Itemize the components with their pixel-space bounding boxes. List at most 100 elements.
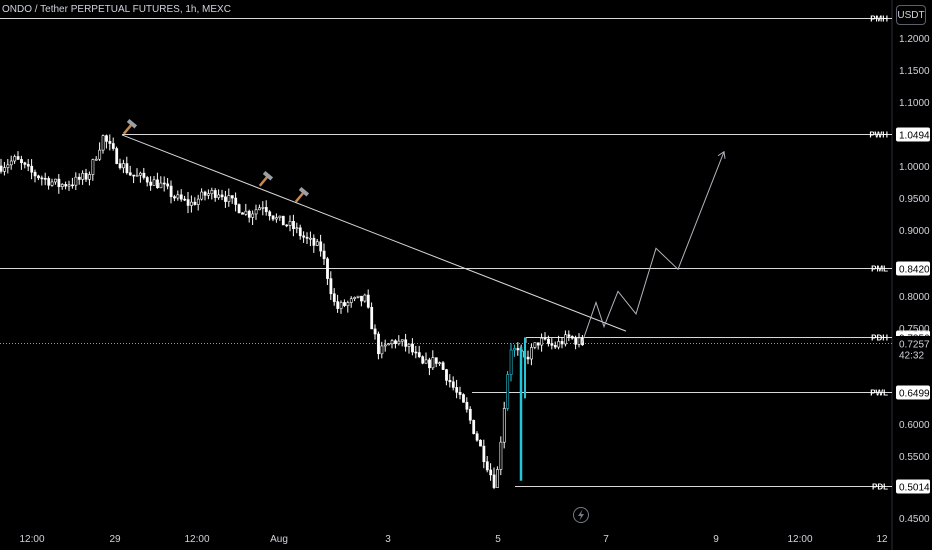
- candle-body: [149, 181, 153, 186]
- candle-body: [190, 201, 193, 206]
- candle-body: [482, 445, 486, 463]
- hammer-handle: [258, 175, 269, 187]
- candle-body: [499, 441, 503, 470]
- candle-body: [567, 334, 571, 337]
- time-tick-label: 5: [495, 534, 501, 545]
- candle-body: [536, 342, 540, 346]
- candle-body: [560, 341, 564, 345]
- level-price-label: 0.6499: [899, 389, 930, 400]
- time-tick-label: 9: [713, 534, 719, 545]
- candle-body: [200, 191, 204, 200]
- candle-body: [383, 344, 387, 347]
- candle-body: [326, 258, 329, 279]
- candle-body: [183, 198, 187, 201]
- candle-body: [254, 209, 258, 215]
- candle-body: [492, 474, 496, 488]
- candle-body: [118, 163, 122, 169]
- candle-body: [26, 164, 30, 167]
- candle-body: [88, 174, 91, 180]
- candle-body: [224, 196, 227, 202]
- time-tick-label: 7: [603, 534, 609, 545]
- flash-icon-ring: [573, 507, 589, 523]
- candle-body: [407, 343, 411, 347]
- hammer-head: [298, 186, 310, 197]
- time-tick-label: Aug: [270, 534, 288, 545]
- price-tick-label: 0.9000: [899, 226, 930, 237]
- candle-body: [213, 190, 217, 198]
- candle-body: [220, 194, 224, 198]
- candle-body: [336, 301, 340, 309]
- candle-body: [285, 224, 289, 227]
- candle-body: [319, 241, 323, 252]
- candle-body: [156, 179, 159, 189]
- level-name-pmh: PMH: [870, 15, 888, 24]
- candle-body: [451, 381, 455, 388]
- candle-body: [373, 328, 377, 335]
- candle-body: [122, 163, 125, 169]
- hammer-handle: [122, 123, 133, 135]
- candle-body: [346, 302, 350, 306]
- candle-body: [244, 210, 248, 215]
- projection-arrowhead: [717, 150, 726, 159]
- candle-body: [489, 469, 493, 476]
- level-price-box: [896, 261, 930, 276]
- candle-body: [322, 250, 326, 260]
- hammer-head: [126, 118, 138, 129]
- candle-body: [394, 340, 397, 344]
- candle-body: [574, 337, 578, 345]
- price-tick-label: 0.4500: [899, 514, 930, 525]
- candle-body: [30, 165, 34, 173]
- candle-body: [458, 392, 462, 395]
- candle-body: [60, 184, 64, 188]
- candle-body: [176, 194, 180, 199]
- candle-body: [169, 185, 173, 197]
- flash-icon[interactable]: [573, 507, 589, 523]
- hammer-icon: [122, 118, 138, 135]
- candle-body: [196, 198, 200, 205]
- candle-body: [356, 295, 360, 298]
- time-axis[interactable]: 12:00 29 12:00 Aug 3 5 7 9 12:00 12: [19, 534, 888, 545]
- candle-body: [475, 433, 479, 441]
- candle-body: [37, 175, 40, 179]
- currency-button[interactable]: USDT: [896, 5, 926, 25]
- candle-body: [33, 171, 37, 177]
- time-tick-label: 12:00: [787, 534, 812, 545]
- candle-body: [315, 241, 319, 246]
- candle-body: [47, 178, 51, 186]
- time-tick-label: 12:00: [184, 534, 209, 545]
- candle-body: [292, 221, 295, 230]
- candle-body: [94, 158, 98, 161]
- candle-body: [101, 135, 105, 151]
- candle-body: [50, 181, 54, 186]
- candle-body: [111, 143, 115, 149]
- candle-body: [203, 191, 207, 196]
- candle-body: [302, 235, 306, 238]
- level-price-label: 0.5014: [899, 483, 930, 494]
- level-lines: [0, 18, 892, 487]
- price-axis[interactable]: PMHPWH1.0494PML0.8420PDH0.7356PWL0.6499P…: [869, 15, 931, 526]
- candle-body: [390, 340, 394, 345]
- price-tick-label: 0.5500: [899, 452, 930, 463]
- candle-body: [247, 210, 251, 218]
- countdown-label: 42:32: [899, 351, 924, 362]
- candle-body: [530, 347, 533, 360]
- level-name-pdl: PDL: [872, 483, 888, 492]
- candle-body: [377, 333, 380, 355]
- time-tick-label: 3: [385, 534, 391, 545]
- candle-body: [54, 178, 57, 183]
- candle-body: [353, 297, 357, 300]
- candle-body: [20, 159, 23, 164]
- candle-body: [271, 215, 275, 220]
- candle-body: [380, 345, 384, 355]
- candle-body: [237, 204, 241, 214]
- candle-body: [417, 352, 421, 357]
- candle-body: [43, 178, 47, 180]
- candle-body: [339, 302, 343, 309]
- candle-body: [261, 207, 265, 209]
- candle-body: [305, 236, 309, 239]
- price-tick-label: 1.0000: [899, 162, 930, 173]
- candle-body: [332, 293, 336, 302]
- price-tick-label: 1.1000: [899, 98, 930, 109]
- candle-body: [288, 221, 292, 226]
